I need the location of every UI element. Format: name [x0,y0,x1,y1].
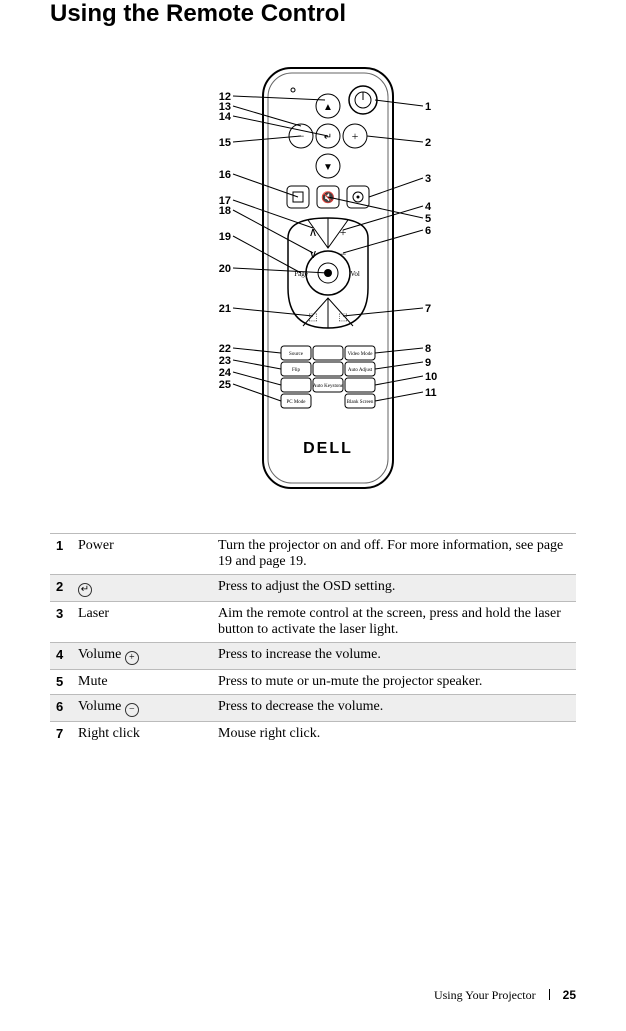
svg-text:Flip: Flip [292,368,301,373]
table-row: 1 Power Turn the projector on and off. For… [50,534,576,575]
row-number: 4 [50,643,72,670]
callout-label: 6 [425,225,431,237]
svg-text:∨: ∨ [309,247,318,261]
row-description: Turn the projector on and off. For more … [212,534,576,575]
page-footer: Using Your Projector 25 [434,988,576,1003]
callout-label: 16 [219,169,231,181]
table-row: 7 Right click Mouse right click. [50,722,576,747]
callout-label: 9 [425,357,431,369]
callout-label: 24 [219,367,232,379]
svg-text:⬚: ⬚ [308,312,317,323]
description-table: 1 Power Turn the projector on and off. For… [50,533,576,746]
row-description: Mouse right click. [212,722,576,747]
callout-label: 20 [219,263,231,275]
row-label: Power [72,534,212,575]
row-label-text: Power [78,538,114,553]
svg-text:+: + [340,225,347,239]
row-number: 5 [50,670,72,695]
svg-text:▼: ▼ [323,162,333,173]
row-label-text: Laser [78,606,109,621]
row-label: Mute [72,670,212,695]
svg-text:Blank Screen: Blank Screen [347,400,374,405]
row-label: Volume + [72,643,212,670]
callout-label: 25 [219,379,231,391]
svg-text:Vol: Vol [350,270,360,278]
dell-logo: DELL [303,440,353,457]
table-row: 5 Mute Press to mute or un-mute the projec… [50,670,576,695]
row-number: 2 [50,575,72,602]
row-label-text: Volume [78,699,125,714]
callout-label: 1 [425,101,431,113]
plus-icon: + [125,651,139,665]
callout-label: 5 [425,213,431,225]
svg-text:Auto Keystone: Auto Keystone [313,384,344,389]
callout-label: 7 [425,303,431,315]
row-label: Laser [72,602,212,643]
callout-label: 2 [425,137,431,149]
svg-text:−: − [340,247,347,261]
svg-text:Auto Adjust: Auto Adjust [348,368,373,373]
callout-label: 22 [219,343,231,355]
row-description: Press to decrease the volume. [212,695,576,722]
callout-label: 19 [219,231,231,243]
row-number: 1 [50,534,72,575]
callout-label: 3 [425,173,431,185]
row-number: 7 [50,722,72,747]
svg-text:Source: Source [289,352,304,357]
remote-body: ▲ − ↵ + ▼ 🔇 ∧ + ∨ − Page Vol ⬚ [263,68,393,488]
row-label-text: Right click [78,726,140,741]
svg-text:+: + [352,129,359,143]
svg-text:PC Mode: PC Mode [286,400,306,405]
table-row: 3 Laser Aim the remote control at the scr… [50,602,576,643]
row-number: 3 [50,602,72,643]
callout-label: 14 [219,111,232,123]
svg-text:⬚: ⬚ [338,312,347,323]
row-label-text: Volume [78,647,125,662]
footer-page-number: 25 [563,988,576,1002]
row-description: Press to mute or un-mute the projector s… [212,670,576,695]
callout-label: 21 [219,303,231,315]
svg-text:↵: ↵ [324,132,332,143]
enter-icon: ↵ [78,583,92,597]
callout-label: 18 [219,205,231,217]
footer-section: Using Your Projector [434,988,536,1002]
row-label-text: Mute [78,674,108,689]
svg-text:▲: ▲ [323,102,333,113]
table-row: 2 ↵ Press to adjust the OSD setting. [50,575,576,602]
remote-diagram: ▲ − ↵ + ▼ 🔇 ∧ + ∨ − Page Vol ⬚ [50,58,576,503]
table-row: 6Volume −Press to decrease the volume. [50,695,576,722]
row-label: Right click [72,722,212,747]
row-label: Volume − [72,695,212,722]
minus-icon: − [125,703,139,717]
page-heading: Using the Remote Control [50,0,576,28]
row-label: ↵ [72,575,212,602]
callout-label: 10 [425,371,437,383]
callout-label: 4 [425,201,432,213]
svg-text:Video Mode: Video Mode [348,352,374,357]
row-description: Aim the remote control at the screen, pr… [212,602,576,643]
callout-label: 8 [425,343,431,355]
callout-label: 23 [219,355,231,367]
callout-label: 11 [425,387,437,399]
row-description: Press to adjust the OSD setting. [212,575,576,602]
callout-label: 15 [219,137,231,149]
table-row: 4Volume +Press to increase the volume. [50,643,576,670]
row-number: 6 [50,695,72,722]
row-description: Press to increase the volume. [212,643,576,670]
